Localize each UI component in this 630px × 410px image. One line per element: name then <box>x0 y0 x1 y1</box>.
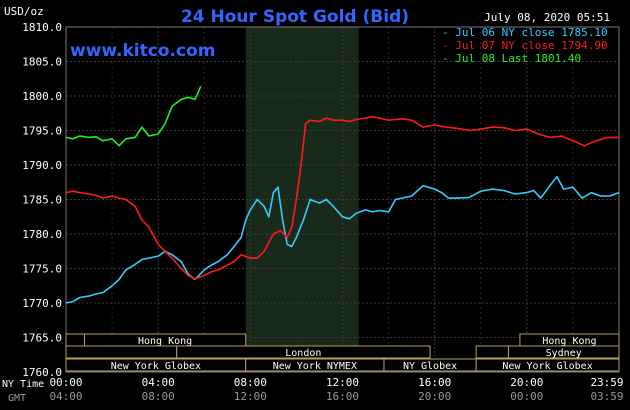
legend-entry: - Jul 06 NY close 1785.10 <box>442 26 608 39</box>
x-tick-label-gmt: 20:00 <box>418 390 451 403</box>
x-tick-label-gmt: 03:59 <box>590 390 623 403</box>
session-label: Hong Kong <box>138 336 192 347</box>
x-tick-label-gmt: 16:00 <box>326 390 359 403</box>
session-label: NY Globex <box>403 361 457 372</box>
session-label: Sydney <box>546 348 582 359</box>
x-tick-label-ny: 16:00 <box>418 376 451 389</box>
x-tick-label-ny: 04:00 <box>142 376 175 389</box>
y-tick-label: 1810.0 <box>22 21 62 34</box>
date-label: July 08, 2020 05:51 <box>484 11 610 24</box>
y-tick-label: 1795.0 <box>22 125 62 138</box>
session-bar <box>475 345 509 359</box>
x-tick-label-gmt: 04:00 <box>49 390 82 403</box>
session-bar <box>475 358 620 372</box>
y-tick-label: 1770.0 <box>22 297 62 310</box>
x-tick-label-ny: 12:00 <box>326 376 359 389</box>
y-tick-label: 1785.0 <box>22 194 62 207</box>
x-axis-label-gmt: GMT <box>8 393 26 404</box>
session-bar <box>65 333 85 347</box>
x-tick-label-gmt: 08:00 <box>142 390 175 403</box>
y-axis-ticks: 1810.0 1805.0 1800.0 1795.0 1790.0 1785.0 1780… <box>22 21 62 379</box>
x-tick-label-gmt: 00:00 <box>510 390 543 403</box>
x-tick-label-ny: 23:59 <box>590 376 623 389</box>
session-label: Hong Kong <box>542 336 596 347</box>
y-tick-label: 1805.0 <box>22 56 62 69</box>
session-label: New York Globex <box>111 361 201 372</box>
x-tick-label-ny: 00:00 <box>49 376 82 389</box>
y-tick-label: 1780.0 <box>22 228 62 241</box>
x-tick-label-ny: 20:00 <box>510 376 543 389</box>
y-tick-label: 1790.0 <box>22 159 62 172</box>
legend: - Jul 06 NY close 1785.10- Jul 07 NY clo… <box>442 26 608 65</box>
chart-title: 24 Hour Spot Gold (Bid) <box>181 7 409 27</box>
watermark: www.kitco.com <box>70 41 215 61</box>
y-tick-label: 1760.0 <box>22 366 62 379</box>
series-line-2 <box>65 85 202 147</box>
series-line-0 <box>65 175 620 304</box>
session-label: New York Globex <box>502 361 592 372</box>
x-tick-label-gmt: 12:00 <box>234 390 267 403</box>
plot-frame <box>65 26 620 373</box>
session-bar <box>65 345 178 359</box>
session-label: New York NYMEX <box>273 361 357 372</box>
y-tick-label: 1765.0 <box>22 332 62 345</box>
x-axis-label-ny: NY Time <box>2 379 44 390</box>
y-tick-label: 1800.0 <box>22 90 62 103</box>
x-tick-label-ny: 08:00 <box>234 376 267 389</box>
x-axis-ticks: 00:0004:0004:0008:0008:0012:0012:0016:00… <box>49 376 623 403</box>
session-label: London <box>285 348 321 359</box>
y-tick-label: 1775.0 <box>22 263 62 276</box>
legend-entry: - Jul 07 NY close 1794.90 <box>442 39 608 52</box>
grid <box>65 26 620 373</box>
series-lines <box>65 85 620 304</box>
legend-entry: - Jul 08 Last 1801.40 <box>442 52 581 65</box>
series-line-1 <box>65 115 619 280</box>
unit-label: USD/oz <box>4 5 44 18</box>
trading-sessions: Hong Kong London New York Globex New York N… <box>65 333 620 372</box>
